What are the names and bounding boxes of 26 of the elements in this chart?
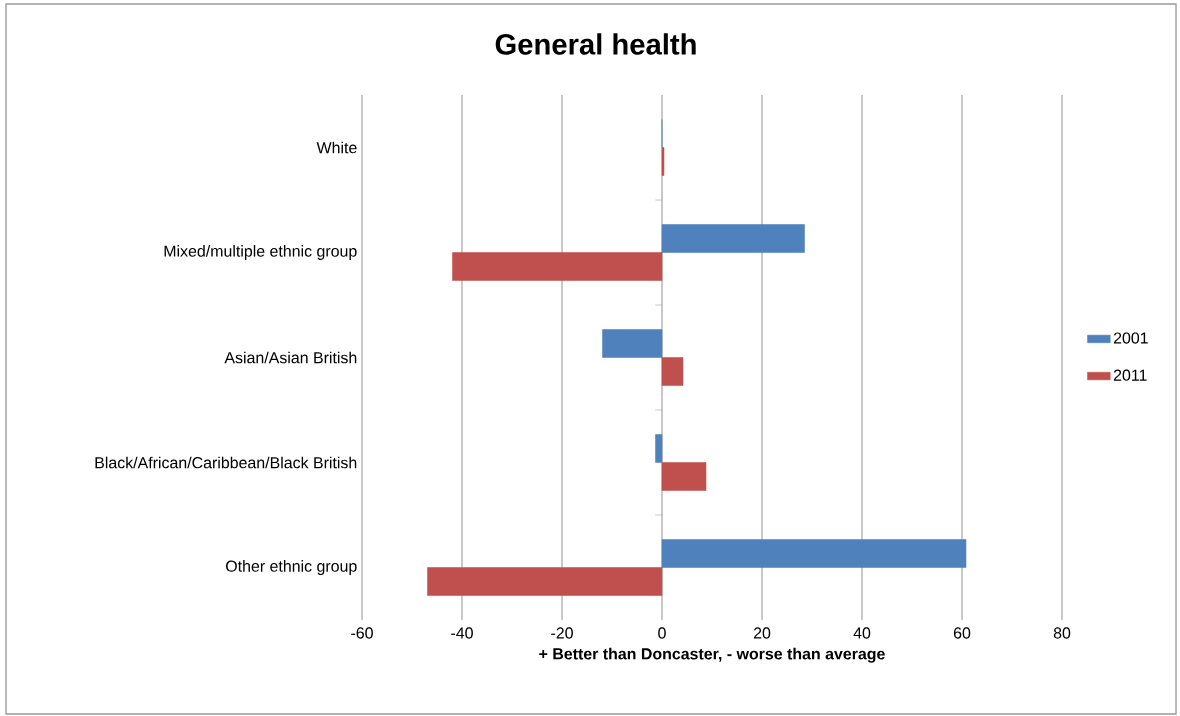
x-tick-label: -60 [351,627,373,639]
y-tick-label: Asian/Asian British [224,351,357,364]
x-tick-label: 60 [953,627,971,639]
bar [655,434,663,463]
x-tick-label: 80 [1053,627,1071,639]
bar [661,224,805,253]
legend-label: 2011 [1113,369,1147,381]
bar [452,252,663,281]
x-tick-label: 20 [753,627,771,639]
y-tick-label: Mixed/multiple ethnic group [164,245,357,260]
chart-title: General health [495,33,696,55]
x-axis-title: + Better than Doncaster, - worse than average [539,647,885,663]
x-tick-label: -20 [551,627,573,639]
y-tick-label: Other ethnic group [226,560,357,575]
bar [661,357,684,386]
bar [661,462,707,491]
y-tick-label: Black/African/Caribbean/Black British [95,456,357,469]
y-tick-label: White [316,141,357,154]
bar [661,147,665,176]
legend-label: 2001 [1113,332,1148,344]
x-tick-label: -40 [451,627,473,639]
bar [661,539,967,568]
bar [602,329,663,358]
x-tick-label: 40 [853,627,871,639]
x-tick-label: 0 [658,627,666,639]
bar [427,567,663,596]
